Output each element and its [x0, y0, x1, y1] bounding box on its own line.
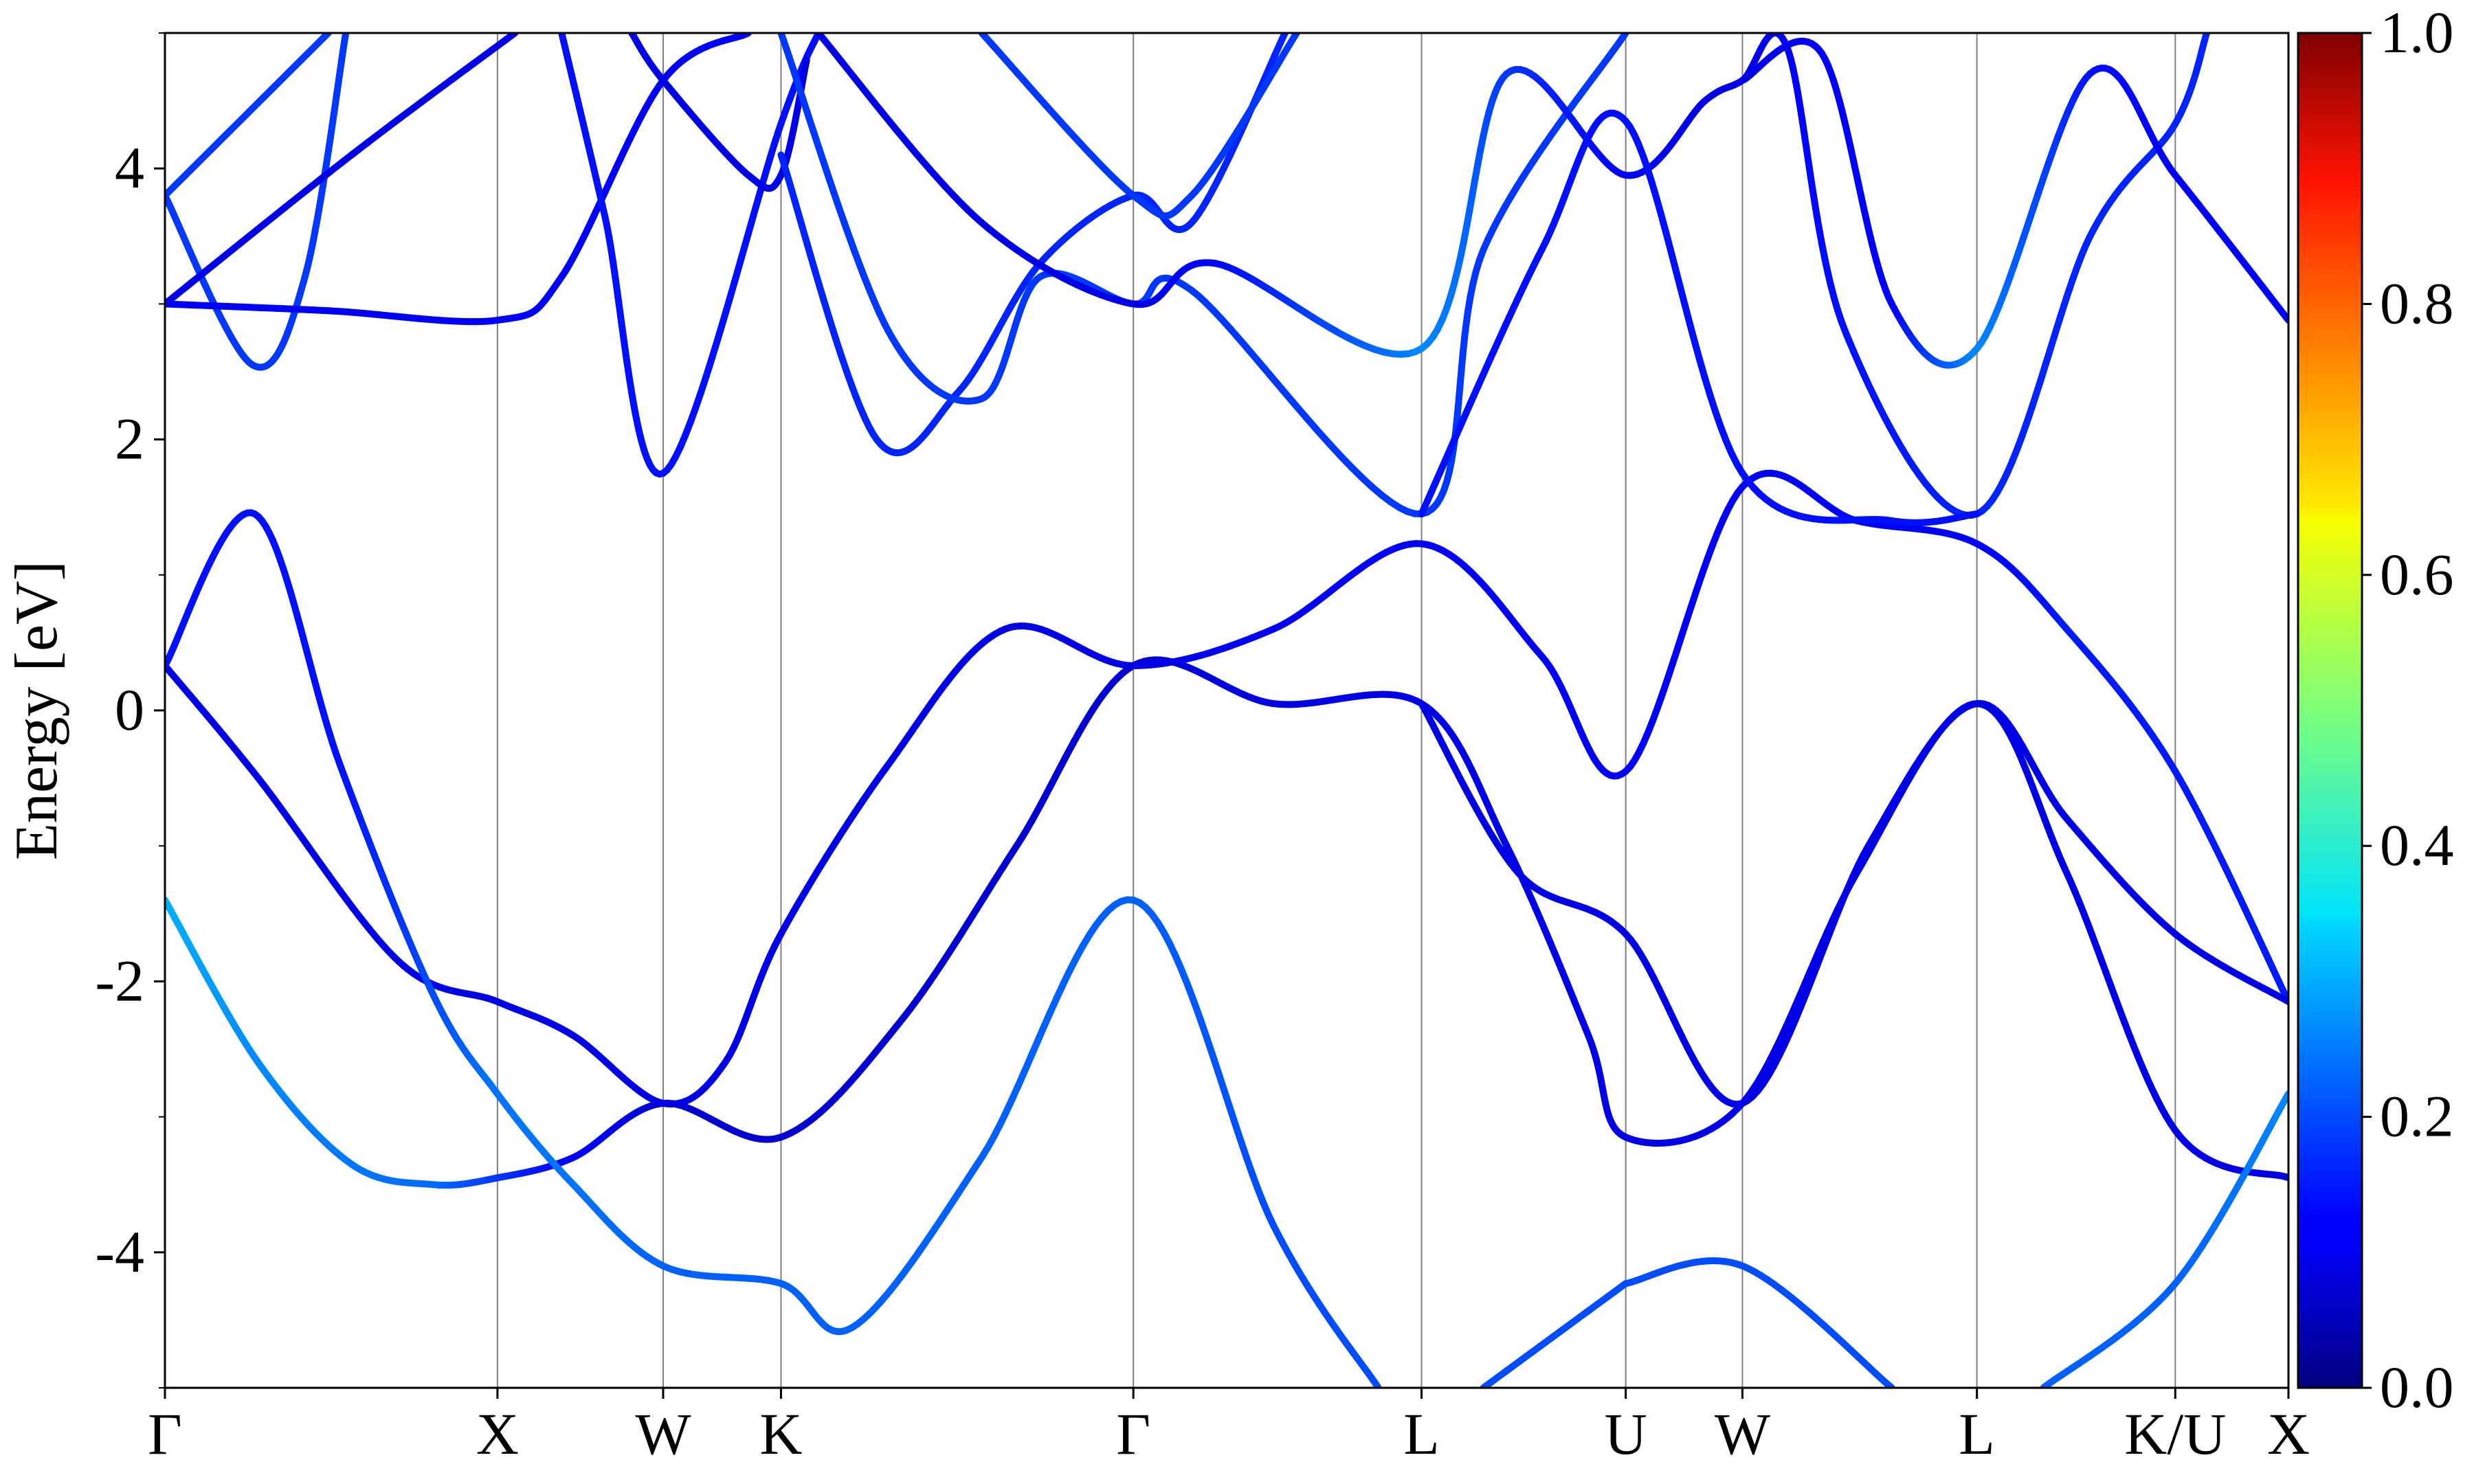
colorbar-ticks: 0.0 0.2 0.4 0.6 0.8 1.0: [2362, 0, 2454, 1420]
y-axis-label: Energy [eV]: [3, 561, 70, 860]
x-tick-label: W: [1715, 1401, 1770, 1467]
x-tick-label: W: [635, 1401, 691, 1467]
x-tick-label: Γ: [148, 1401, 182, 1467]
y-tick-label: -2: [95, 947, 144, 1013]
y-tick-label: 4: [115, 135, 144, 201]
x-tick-label: K: [759, 1401, 802, 1467]
colorbar-tick-label: 0.6: [2380, 541, 2454, 607]
x-tick-label: X: [2267, 1401, 2310, 1467]
colorbar-gradient: [2297, 32, 2363, 1389]
y-tick-label: 2: [115, 406, 144, 472]
x-tick-label: L: [1959, 1401, 1995, 1467]
x-tick-label: K/U: [2124, 1401, 2226, 1467]
x-axis-ticks: Γ X W K Γ L U W L K/U X: [148, 1388, 2310, 1467]
y-tick-label: -4: [95, 1219, 144, 1285]
colorbar-tick-label: 1.0: [2380, 0, 2454, 65]
plot-frame: [164, 32, 2290, 1389]
bands: [165, 33, 2288, 1388]
plot-area: 4 2 0 -2 -4 Γ X W K Γ L U W L K/U X Energy [eV]: [3, 32, 2310, 1467]
x-tick-label: Γ: [1116, 1401, 1150, 1467]
x-tick-label: L: [1403, 1401, 1440, 1467]
band-segment: [1618, 1280, 1629, 1290]
colorbar-tick-label: 0.8: [2380, 270, 2454, 336]
x-tick-label: U: [1605, 1401, 1647, 1467]
y-tick-label: 0: [115, 677, 144, 743]
y-axis-ticks: 4 2 0 -2 -4: [95, 32, 165, 1389]
colorbar-tick-label: 0.4: [2380, 812, 2454, 878]
colorbar-tick-label: 0.0: [2380, 1354, 2454, 1420]
x-tick-label: X: [476, 1401, 519, 1467]
colorbar-tick-label: 0.2: [2380, 1083, 2454, 1149]
band-segment: [802, 56, 810, 67]
colorbar: 0.0 0.2 0.4 0.6 0.8 1.0: [2297, 0, 2454, 1420]
